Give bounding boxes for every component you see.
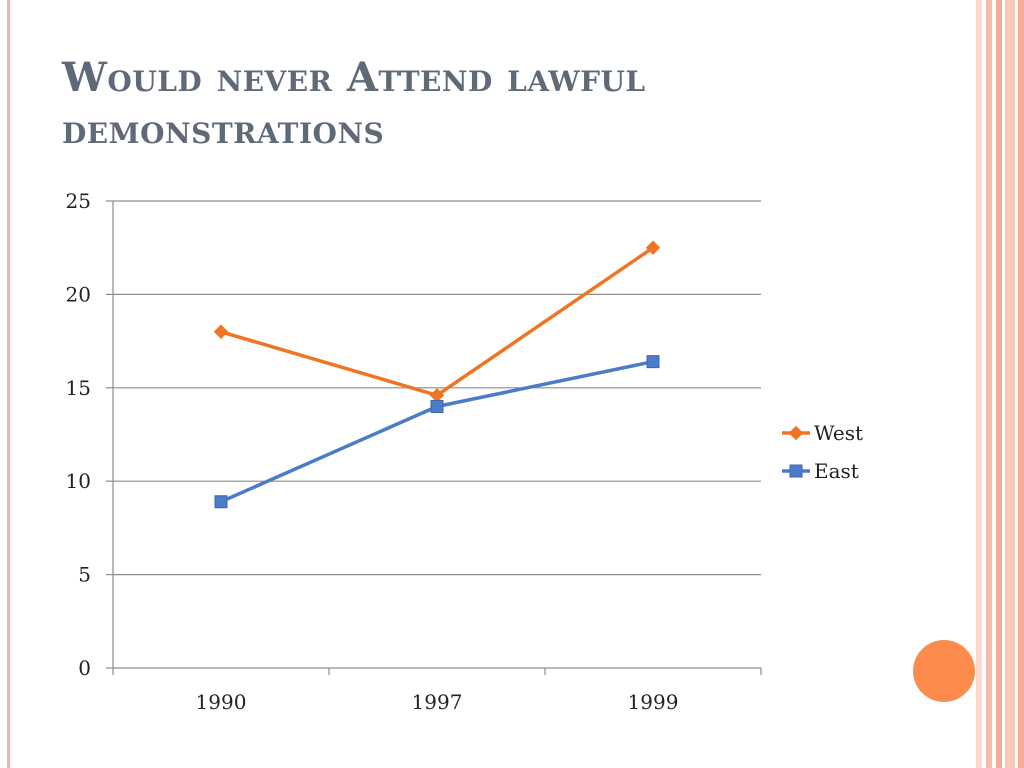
data-point-west — [645, 240, 661, 255]
series-lines — [213, 240, 661, 509]
series-west — [213, 240, 661, 403]
series-line-west — [220, 246, 654, 398]
y-tick-label: 25 — [66, 189, 91, 213]
y-tick-label: 10 — [66, 469, 91, 493]
x-tick-label: 1999 — [628, 690, 679, 714]
data-point-east — [430, 399, 444, 413]
data-point-east — [646, 355, 660, 369]
decorative-circle — [913, 640, 975, 702]
x-tick-label: 1990 — [196, 690, 247, 714]
y-tick-label: 15 — [66, 376, 91, 400]
y-tick-label: 20 — [66, 282, 91, 306]
axes — [112, 201, 761, 669]
right-decorative-band — [976, 0, 1024, 768]
series-east — [214, 355, 660, 509]
x-axis-ticks: 1990 1997 1999 — [112, 668, 762, 714]
data-point-west — [213, 324, 229, 339]
y-axis-ticks: 0 5 10 15 20 25 — [66, 189, 113, 680]
gridlines — [113, 200, 761, 576]
x-tick-label: 1997 — [412, 690, 463, 714]
left-decorative-stripe — [7, 0, 10, 768]
legend-swatch-marker — [788, 425, 804, 441]
legend-swatch-marker — [789, 464, 803, 478]
legend-item-west: West — [782, 421, 863, 445]
legend: West East — [782, 421, 863, 483]
legend-label: East — [814, 459, 859, 483]
data-point-east — [214, 495, 228, 509]
slide-title: Would never Attend lawful demonstrations — [62, 54, 646, 153]
legend-label: West — [814, 421, 863, 445]
y-tick-label: 0 — [78, 656, 91, 680]
legend-item-east: East — [782, 459, 859, 483]
y-tick-label: 5 — [78, 563, 91, 587]
